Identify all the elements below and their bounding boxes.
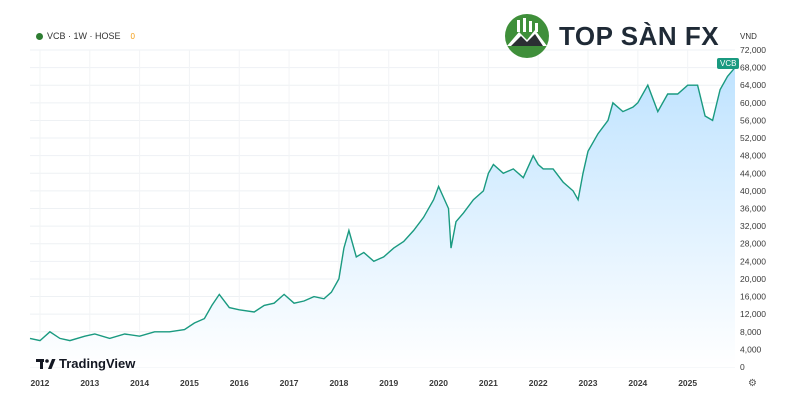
x-tick-label: 2018 [329, 378, 348, 388]
y-tick-label: 28,000 [740, 239, 766, 249]
last-price-label: VCB [717, 58, 740, 69]
y-tick-label: 20,000 [740, 274, 766, 284]
x-tick-label: 2019 [379, 378, 398, 388]
y-tick-label: 60,000 [740, 98, 766, 108]
x-tick-label: 2020 [429, 378, 448, 388]
tradingview-watermark: TradingView [36, 356, 135, 371]
mountain-chart-logo-icon [505, 14, 549, 58]
y-tick-label: 48,000 [740, 151, 766, 161]
y-tick-label: 8,000 [740, 327, 762, 337]
x-axis-tick-labels: 2012 2013 2014 2015 2016 2017 2018 2019 2020 2021… [31, 378, 698, 388]
y-tick-label: 40,000 [740, 186, 766, 196]
y-tick-label: 36,000 [740, 204, 766, 214]
x-tick-label: 2024 [628, 378, 647, 388]
x-tick-label: 2015 [180, 378, 199, 388]
y-tick-label: 24,000 [740, 256, 766, 266]
brand-logo: TOP SÀN FX [503, 12, 719, 60]
x-tick-label: 2023 [579, 378, 598, 388]
status-dot-icon [36, 32, 43, 40]
y-tick-label: 72,000 [740, 45, 766, 55]
tradingview-text: TradingView [59, 356, 136, 371]
settings-gear-icon[interactable]: ⚙ [748, 378, 757, 389]
y-tick-label: 32,000 [740, 221, 766, 231]
price-area-fill [30, 67, 735, 367]
y-tick-label: 52,000 [740, 133, 766, 143]
price-series-line [29, 67, 736, 342]
y-tick-label: 44,000 [740, 168, 766, 178]
x-tick-label: 2022 [529, 378, 548, 388]
y-tick-label: 4,000 [740, 344, 762, 354]
x-tick-label: 2016 [230, 378, 249, 388]
y-tick-label: 12,000 [740, 309, 766, 319]
x-tick-label: 2014 [130, 378, 149, 388]
y-tick-label: 64,000 [740, 80, 766, 90]
x-tick-label: 2025 [678, 378, 697, 388]
x-tick-label: 2012 [31, 378, 50, 388]
y-tick-label: 56,000 [740, 115, 766, 125]
y-tick-label: 16,000 [740, 292, 766, 302]
y-axis-tick-labels: 72,000 68,000 64,000 60,000 56,000 52,000 48,0… [740, 45, 766, 372]
currency-unit-label[interactable]: VND [740, 32, 757, 41]
y-tick-label: 68,000 [740, 63, 766, 73]
x-tick-label: 2013 [80, 378, 99, 388]
x-tick-label: 2021 [479, 378, 498, 388]
x-tick-label: 2017 [280, 378, 299, 388]
symbol-line: VCB · 1W · HOSE [47, 31, 121, 41]
y-tick-label: 0 [740, 362, 745, 372]
symbol-header[interactable]: VCB · 1W · HOSE 0 [36, 31, 135, 41]
brand-name: TOP SÀN FX [559, 20, 720, 51]
header-badge: 0 [130, 31, 135, 41]
tradingview-logo-icon [36, 358, 56, 369]
